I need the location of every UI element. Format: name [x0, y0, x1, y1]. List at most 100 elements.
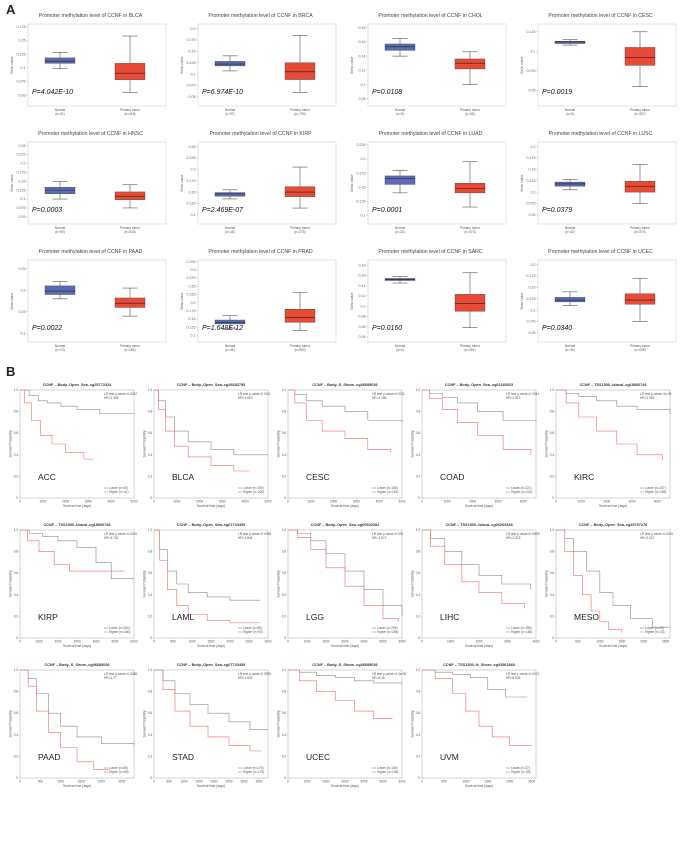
x-tick-label: 1000	[303, 780, 310, 784]
lower-curve	[556, 529, 670, 628]
x-tick-label: 0	[421, 500, 423, 504]
cancer-label: STAD	[172, 752, 194, 762]
tumor-n: (n=528)	[124, 230, 135, 234]
y-tick-label: 1.0	[14, 668, 19, 672]
tumor-label: Primary tumor	[290, 226, 311, 230]
x-tick-label: 4000	[654, 500, 661, 504]
y-tick-label: 1.0	[550, 388, 555, 392]
cancer-label: ACC	[38, 472, 56, 482]
legend-lower: Lower (n=175)	[243, 766, 264, 770]
x-tick-label: 0	[19, 780, 21, 784]
y-tick-label: 0	[418, 636, 420, 640]
p-value: P=0.0022	[32, 325, 62, 332]
y-tick-label: 0.14	[359, 284, 366, 288]
y-tick-label: 0.1	[361, 214, 366, 218]
y-tick-label: 0.05	[19, 93, 26, 97]
y-tick-label: 0.6	[148, 431, 153, 435]
normal-box	[214, 319, 246, 325]
x-tick-label: 2000	[469, 500, 476, 504]
normal-box	[44, 187, 76, 194]
x-tick-label: 3000	[85, 500, 92, 504]
boxplot-kirp: Promoter methylation level of CCNF in KI…	[178, 126, 343, 238]
x-tick-label: 500	[575, 640, 581, 644]
normal-label: Normal	[225, 344, 236, 348]
x-tick-label: 4000	[360, 640, 367, 644]
survival-svg: CCNF – Body–S_Shore–cg06689036 0 0.2 0.4 0.6…	[277, 663, 407, 788]
y-tick-label: 0.125	[357, 200, 366, 204]
plot-frame	[153, 389, 269, 499]
plot-frame	[197, 23, 337, 107]
y-tick-label: 0.1	[21, 66, 26, 70]
x-tick-label: 1000	[447, 640, 454, 644]
legend-higher: Higher (n=89)	[109, 770, 129, 774]
boxplot-title: Promoter methylation level of CCNF in LU…	[549, 131, 653, 137]
survival-title: CCNF – Body–Open_Sea–cg01185023	[445, 383, 513, 387]
cancer-label: MESO	[574, 612, 599, 622]
hazard-ratio: HR=1.629	[238, 396, 253, 400]
survival-title: CCNF – Body–S_Shore–cg06689036	[312, 663, 377, 667]
normal-n: (n=45)	[225, 230, 234, 234]
cancer-label: LGG	[306, 612, 324, 622]
y-tick-label: 0	[150, 776, 152, 780]
survival-title: CCNF – Body–Open_Sea–cg26683755	[177, 383, 245, 387]
lower-curve	[20, 529, 134, 579]
plot-frame	[367, 23, 507, 107]
plot-frame	[537, 141, 677, 225]
plot-frame	[27, 259, 167, 343]
tumor-label: Primary tumor	[630, 226, 651, 230]
y-tick-label: 0.075	[527, 202, 536, 206]
x-tick-label: 0	[153, 640, 155, 644]
tumor-box	[624, 293, 656, 305]
x-tick-label: 0	[287, 780, 289, 784]
tumor-label: Primary tumor	[460, 226, 481, 230]
survival-title: CCNF – TSS1500–Island–cg18060746	[579, 383, 646, 387]
y-tick-label: 0.2	[191, 168, 196, 172]
tumor-n: (n=418)	[124, 112, 135, 116]
normal-label: Normal	[565, 344, 576, 348]
tumor-box	[624, 180, 656, 193]
cancer-label: KIRC	[574, 472, 594, 482]
y-tick-label: 0.8	[148, 410, 153, 414]
x-tick-label: 1000	[180, 780, 187, 784]
x-tick-label: 3000	[73, 640, 80, 644]
survival-title: CCNF – Body–Open_Sea–cg25772324	[43, 383, 112, 387]
y-tick-label: 0.125	[17, 188, 26, 192]
hazard-ratio: HR=2.021	[640, 536, 655, 540]
y-tick-label: 0.125	[527, 297, 536, 301]
x-tick-label: 4000	[532, 640, 539, 644]
y-tick-label: 0.4	[550, 453, 555, 457]
higher-curve	[288, 529, 399, 622]
x-tick-label: 0	[153, 500, 155, 504]
x-tick-label: 2500	[118, 780, 125, 784]
x-tick-label: 2000	[196, 500, 203, 504]
x-axis-label: Survival time (days)	[599, 504, 627, 508]
x-tick-label: 2000	[330, 500, 337, 504]
y-tick-label: 1.0	[148, 388, 153, 392]
logrank-pvalue: LR test p-value=0.00093	[506, 532, 540, 536]
legend-lower: Lower (n=157)	[645, 486, 666, 490]
boxplot-ucec: Promoter methylation level of CCNF in UC…	[518, 244, 683, 356]
survival-title: CCNF – TSS1500–Island–cg26263328	[445, 523, 512, 527]
higher-curve	[422, 529, 525, 608]
y-tick-label: 0.8	[14, 410, 19, 414]
legend-lower: Lower (n=88)	[243, 626, 262, 630]
y-tick-label: 0.125	[187, 202, 196, 206]
p-value: P=0.0019	[542, 89, 572, 96]
boxplot-sarc: Promoter methylation level of CCNF in SA…	[348, 244, 513, 356]
legend-lower: Lower (n=255)	[377, 626, 398, 630]
legend-higher: Higher (n=151)	[377, 490, 398, 494]
plot-frame	[367, 259, 507, 343]
y-tick-label: 0.2	[550, 614, 555, 618]
boxplot-svg: Promoter methylation level of CCNF in LU…	[350, 131, 507, 234]
y-tick-label: 0	[284, 496, 286, 500]
x-tick-label: 3500	[255, 780, 262, 784]
y-tick-label: 1.0	[282, 528, 287, 532]
y-tick-label: 0.075	[17, 80, 26, 84]
y-tick-label: 0.2	[148, 474, 153, 478]
y-tick-label: 0.1	[191, 213, 196, 217]
survival-laml: CCNF – Body–Open_Sea–cg07743459 0 0.2 0.4 0.…	[142, 520, 272, 653]
tumor-label: Primary tumor	[630, 344, 651, 348]
y-tick-label: 0.075	[527, 320, 536, 324]
y-tick-label: 1.0	[14, 528, 19, 532]
x-tick-label: 3000	[353, 500, 360, 504]
